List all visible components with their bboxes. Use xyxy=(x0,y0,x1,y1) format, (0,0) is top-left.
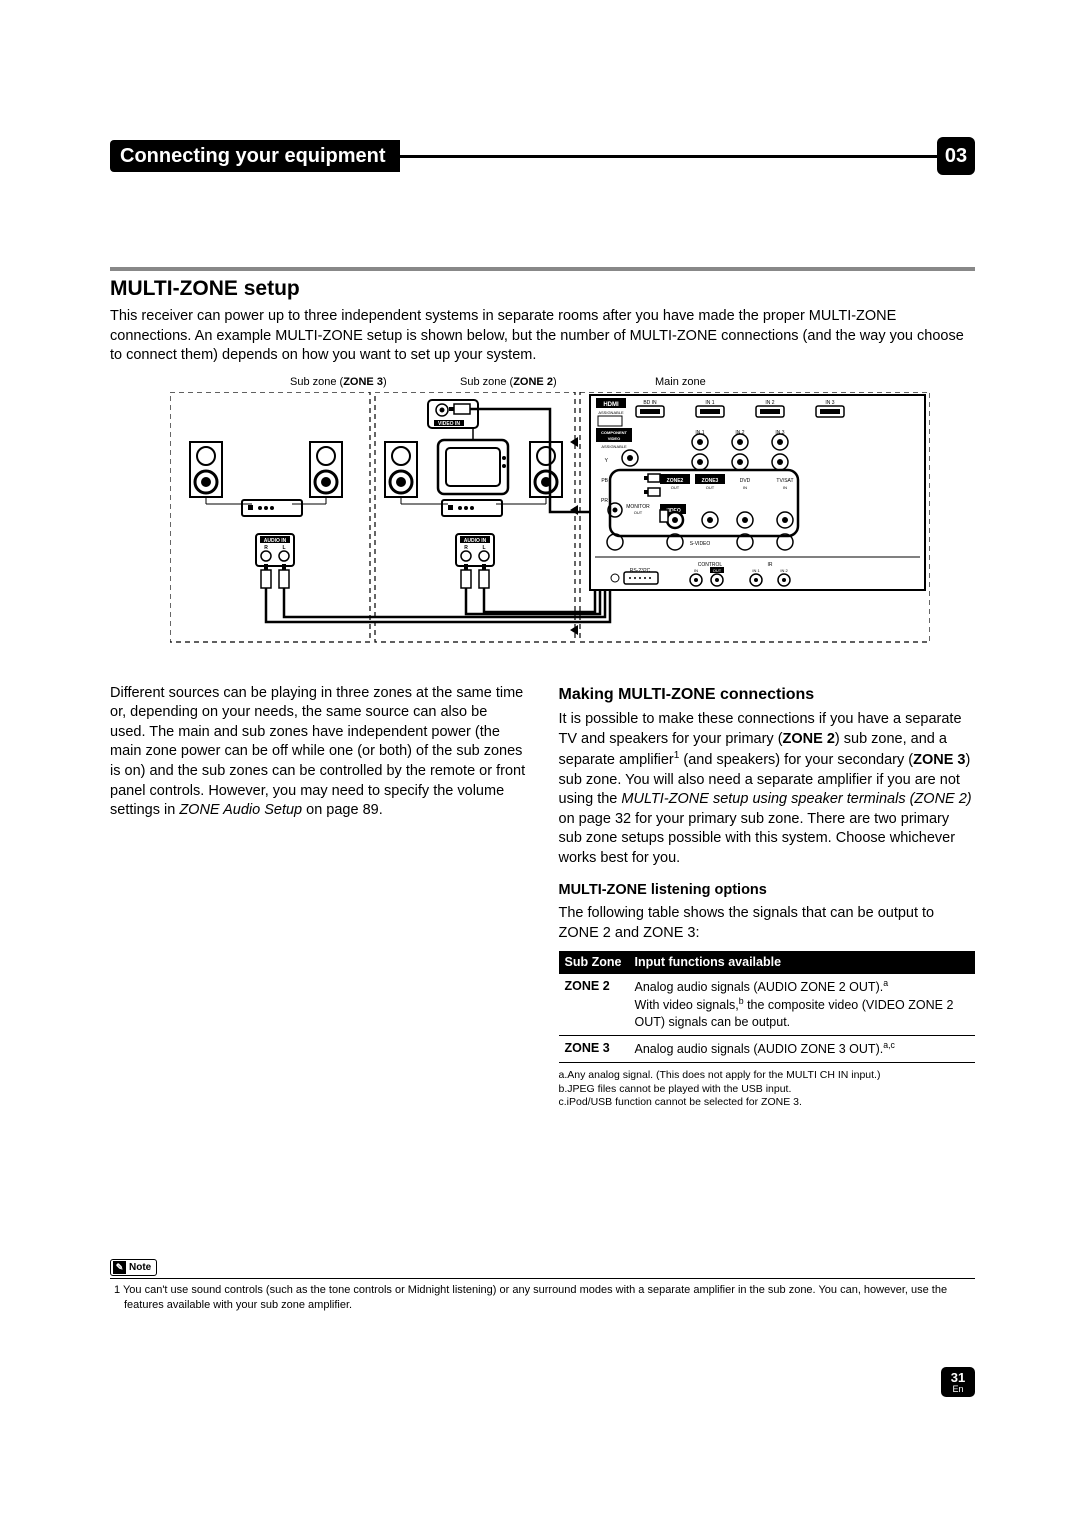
svg-text:IN 1: IN 1 xyxy=(752,568,760,573)
svg-text:COMPONENT: COMPONENT xyxy=(601,430,628,435)
lp-text2: on page 89. xyxy=(302,802,383,818)
svg-text:IN: IN xyxy=(743,485,747,490)
cell-zone2-desc: Analog audio signals (AUDIO ZONE 2 OUT).… xyxy=(629,974,976,1035)
svg-text:IN: IN xyxy=(783,485,787,490)
section-title: MULTI-ZONE setup xyxy=(110,277,975,301)
note-a: a.Any analog signal. (This does not appl… xyxy=(559,1069,976,1083)
footnote-text: 1 You can't use sound controls (such as … xyxy=(110,1283,975,1312)
z2-prefix: Sub zone ( xyxy=(460,376,513,388)
lp-text: Different sources can be playing in thre… xyxy=(110,685,525,818)
right-column: Making MULTI-ZONE connections It is poss… xyxy=(559,684,976,1110)
svg-text:L: L xyxy=(282,545,285,551)
note-c: c.iPod/USB function cannot be selected f… xyxy=(559,1096,976,1110)
r1l2a: With video signals, xyxy=(635,998,739,1012)
svg-text:OUT: OUT xyxy=(713,568,722,573)
svg-text:PB: PB xyxy=(601,478,608,484)
svg-text:IN 1: IN 1 xyxy=(705,400,714,406)
z2-bold: ZONE 2 xyxy=(513,376,553,388)
chapter-header: Connecting your equipment 03 xyxy=(110,140,975,172)
left-column: Different sources can be playing in thre… xyxy=(110,684,527,1110)
lp-italic: ZONE Audio Setup xyxy=(179,802,302,818)
svg-text:DVD: DVD xyxy=(740,478,751,484)
svg-text:ZONE2: ZONE2 xyxy=(667,478,684,484)
svg-text:VIDEO: VIDEO xyxy=(608,436,620,441)
zone3-label: Sub zone (ZONE 3) xyxy=(290,376,387,388)
table-row: ZONE 2 Analog audio signals (AUDIO ZONE … xyxy=(559,974,976,1035)
svg-text:HDMI: HDMI xyxy=(603,402,619,408)
cell-zone3-desc: Analog audio signals (AUDIO ZONE 3 OUT).… xyxy=(629,1036,976,1063)
svg-text:R: R xyxy=(464,545,468,551)
svg-text:R: R xyxy=(264,545,268,551)
note-badge: ✎ Note xyxy=(110,1259,157,1276)
svg-text:ASSIGNABLE: ASSIGNABLE xyxy=(601,444,627,449)
th-functions: Input functions available xyxy=(629,951,976,974)
chapter-number-badge: 03 xyxy=(937,137,975,175)
page-number: 31 xyxy=(951,1371,965,1384)
svg-text:IN 3: IN 3 xyxy=(825,400,834,406)
options-table: Sub Zone Input functions available ZONE … xyxy=(559,951,976,1063)
svg-text:ZONE3: ZONE3 xyxy=(702,478,719,484)
zone2-label: Sub zone (ZONE 2) xyxy=(460,376,557,388)
note-b: b.JPEG files cannot be played with the U… xyxy=(559,1083,976,1097)
z2-suffix: ) xyxy=(553,376,557,388)
manual-page: Connecting your equipment 03 MULTI-ZONE … xyxy=(0,0,1080,1527)
making-connections-heading: Making MULTI-ZONE connections xyxy=(559,684,976,706)
cell-zone2: ZONE 2 xyxy=(559,974,629,1035)
svg-text:OUT: OUT xyxy=(634,510,643,515)
rp1i: MULTI-ZONE setup using speaker terminals… xyxy=(621,791,971,807)
svg-text:OUT: OUT xyxy=(706,485,715,490)
svg-text:TV/SAT: TV/SAT xyxy=(776,478,793,484)
section-divider xyxy=(110,267,975,271)
z3-bold: ZONE 3 xyxy=(343,376,383,388)
rp1e: on page 32 for your primary sub zone. Th… xyxy=(559,811,956,866)
right-p1: It is possible to make these connections… xyxy=(559,710,976,868)
page-lang: En xyxy=(952,1385,963,1394)
th-subzone: Sub Zone xyxy=(559,951,629,974)
svg-text:S-VIDEO: S-VIDEO xyxy=(690,541,711,547)
svg-text:IN: IN xyxy=(694,568,698,573)
svg-text:VIDEO IN: VIDEO IN xyxy=(438,421,460,427)
page-footnote: ✎ Note 1 You can't use sound controls (s… xyxy=(110,1257,975,1312)
table-row: ZONE 3 Analog audio signals (AUDIO ZONE … xyxy=(559,1036,976,1063)
z3-prefix: Sub zone ( xyxy=(290,376,343,388)
svg-text:OUT: OUT xyxy=(671,485,680,490)
svg-text:AUDIO IN: AUDIO IN xyxy=(464,538,487,544)
rp1b1: ZONE 2 xyxy=(783,731,835,747)
r1s1: a xyxy=(883,978,888,988)
body-columns: Different sources can be playing in thre… xyxy=(110,684,975,1110)
r2s: a,c xyxy=(883,1040,895,1050)
rp1b2: ZONE 3 xyxy=(913,752,965,768)
svg-text:AUDIO IN: AUDIO IN xyxy=(264,538,287,544)
svg-text:IR: IR xyxy=(768,562,773,568)
diagram-svg: AUDIO IN R L xyxy=(170,392,930,652)
z3-suffix: ) xyxy=(383,376,387,388)
listening-options-heading: MULTI-ZONE listening options xyxy=(559,881,976,901)
svg-text:IN 2: IN 2 xyxy=(765,400,774,406)
header-rule xyxy=(400,155,937,158)
note-label: Note xyxy=(129,1262,151,1273)
svg-text:ASSIGNABLE: ASSIGNABLE xyxy=(598,410,624,415)
multizone-diagram: Sub zone (ZONE 3) Sub zone (ZONE 2) Main… xyxy=(110,374,975,654)
r2l1: Analog audio signals (AUDIO ZONE 3 OUT). xyxy=(635,1042,884,1056)
svg-text:IN 2: IN 2 xyxy=(780,568,788,573)
note-icon: ✎ xyxy=(113,1261,126,1274)
table-footnotes: a.Any analog signal. (This does not appl… xyxy=(559,1069,976,1110)
table-header-row: Sub Zone Input functions available xyxy=(559,951,976,974)
r1l1: Analog audio signals (AUDIO ZONE 2 OUT). xyxy=(635,980,884,994)
svg-text:L: L xyxy=(482,545,485,551)
chapter-title: Connecting your equipment xyxy=(110,140,400,172)
page-number-badge: 31 En xyxy=(941,1367,975,1397)
rp1c: (and speakers) for your secondary ( xyxy=(679,752,913,768)
left-paragraph: Different sources can be playing in thre… xyxy=(110,684,527,821)
svg-text:BD IN: BD IN xyxy=(643,400,657,406)
cell-zone3: ZONE 3 xyxy=(559,1036,629,1063)
mainzone-label: Main zone xyxy=(655,376,706,388)
right-p2: The following table shows the signals th… xyxy=(559,904,976,943)
svg-text:PR: PR xyxy=(601,498,608,504)
footnote-rule xyxy=(110,1278,975,1279)
section-intro: This receiver can power up to three inde… xyxy=(110,307,975,366)
